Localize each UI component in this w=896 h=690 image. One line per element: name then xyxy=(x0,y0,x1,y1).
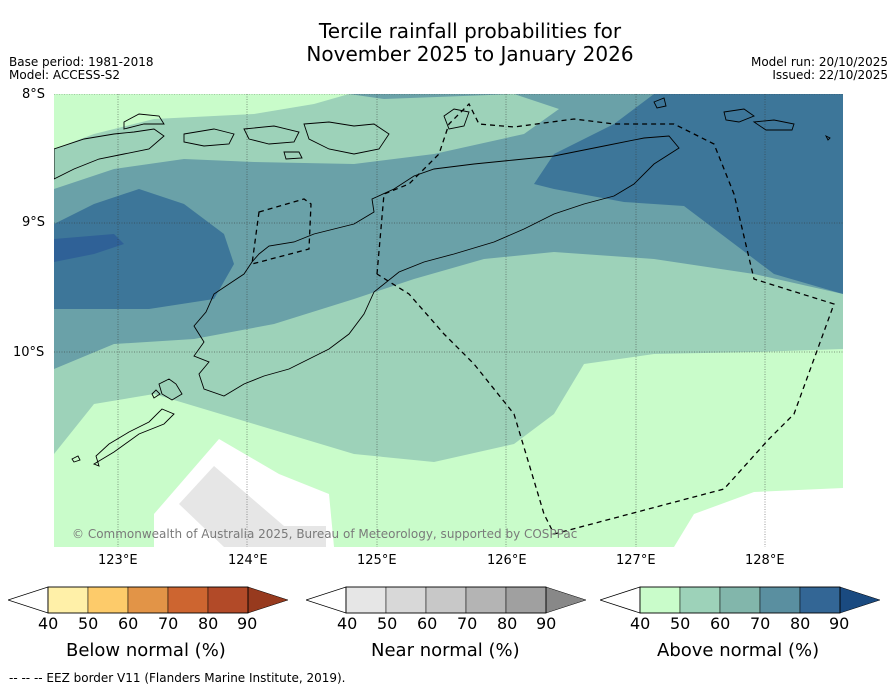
title-line-2: November 2025 to January 2026 xyxy=(306,42,634,66)
below-tick-70: 70 xyxy=(158,614,179,633)
alor-coastline xyxy=(183,128,235,147)
pantar-coastline xyxy=(243,125,300,145)
below-normal-swatch-80 xyxy=(207,586,249,614)
above-normal-swatch-40 xyxy=(639,586,681,614)
model-run: Model run: 20/10/2025 xyxy=(750,55,888,69)
above-normal-extend-low xyxy=(600,586,641,614)
lon-label-123e: 123°E xyxy=(98,553,138,568)
rainfall-probability-map xyxy=(54,94,843,547)
below-tick-90: 90 xyxy=(237,614,258,633)
above-tick-70: 70 xyxy=(750,614,771,633)
near-tick-90: 90 xyxy=(536,614,557,633)
near-normal-extend-high xyxy=(545,586,587,614)
near-tick-40: 40 xyxy=(337,614,358,633)
zone-80-east xyxy=(534,94,843,294)
romang-island xyxy=(443,108,470,130)
below-tick-40: 40 xyxy=(38,614,59,633)
atauro-island xyxy=(283,151,303,160)
below-tick-60: 60 xyxy=(118,614,139,633)
zone-60-north xyxy=(54,94,559,189)
flores-coastline xyxy=(54,128,165,180)
above-tick-90: 90 xyxy=(829,614,850,633)
timor-coastline xyxy=(193,135,680,397)
below-tick-80: 80 xyxy=(198,614,219,633)
below-normal-title: Below normal (%) xyxy=(66,640,226,661)
lakor-island xyxy=(824,134,831,141)
near-normal-40-area xyxy=(179,466,326,547)
issued-date: Issued: 22/10/2025 xyxy=(772,68,888,82)
lon-label-127e: 127°E xyxy=(616,553,656,568)
above-tick-60: 60 xyxy=(710,614,731,633)
above-tick-40: 40 xyxy=(630,614,651,633)
eez-legend-note: -- -- -- EEZ border V11 (Flanders Marine… xyxy=(9,671,346,685)
no-data-southeast xyxy=(674,488,843,547)
lon-label-124e: 124°E xyxy=(228,553,268,568)
below-normal-extend-high xyxy=(247,586,289,614)
lon-label-125e: 125°E xyxy=(357,553,397,568)
base-period: Base period: 1981-2018 xyxy=(9,55,154,69)
colorbar-below-normal xyxy=(8,586,289,614)
run-info: Model run: 20/10/2025 Issued: 22/10/2025 xyxy=(751,56,888,82)
near-normal-swatch-40 xyxy=(345,586,387,614)
above-normal-swatch-80 xyxy=(799,586,841,614)
rote-island xyxy=(158,378,183,401)
model-info: Base period: 1981-2018 Model: ACCESS-S2 xyxy=(9,56,154,82)
near-normal-swatch-50 xyxy=(385,586,427,614)
near-tick-60: 60 xyxy=(417,614,438,633)
near-normal-swatch-80 xyxy=(505,586,547,614)
near-normal-extend-low xyxy=(306,586,347,614)
zone-40-northwest xyxy=(54,94,349,149)
lembata-coastline xyxy=(123,113,165,130)
lat-label-9s: 9°S xyxy=(22,215,46,230)
graticule xyxy=(54,94,843,547)
near-tick-50: 50 xyxy=(377,614,398,633)
chart-title: Tercile rainfall probabilities for Novem… xyxy=(0,20,896,66)
near-normal-swatch-70 xyxy=(465,586,507,614)
below-normal-swatch-70 xyxy=(167,586,209,614)
above-normal-swatch-50 xyxy=(679,586,721,614)
near-normal-title: Near normal (%) xyxy=(371,640,520,661)
damar-island xyxy=(653,97,667,109)
colorbar-near-normal xyxy=(306,586,587,614)
below-normal-swatch-50 xyxy=(87,586,129,614)
above-normal-extend-high xyxy=(839,586,881,614)
below-tick-50: 50 xyxy=(78,614,99,633)
lon-label-126e: 126°E xyxy=(487,553,527,568)
lat-label-10s: 10°S xyxy=(13,345,45,360)
below-normal-extend-low xyxy=(8,586,49,614)
above-normal-swatch-60 xyxy=(719,586,761,614)
title-line-1: Tercile rainfall probabilities for xyxy=(318,19,622,43)
near-tick-80: 80 xyxy=(497,614,518,633)
below-normal-swatch-40 xyxy=(47,586,89,614)
lat-label-8s: 8°S xyxy=(22,87,46,102)
wetar-coastline xyxy=(303,121,390,155)
islet xyxy=(71,455,81,463)
above-tick-80: 80 xyxy=(790,614,811,633)
semau-coastline xyxy=(92,408,175,467)
lon-label-128e: 128°E xyxy=(745,553,785,568)
zone-80-west xyxy=(54,189,234,309)
colorbar-above-normal xyxy=(600,586,881,614)
zone-90-west xyxy=(54,234,124,262)
near-normal-swatch-60 xyxy=(425,586,467,614)
above-tick-50: 50 xyxy=(670,614,691,633)
coastlines xyxy=(54,97,831,467)
small-island xyxy=(151,389,161,399)
eez-border xyxy=(251,102,835,535)
copyright-notice: © Commonwealth of Australia 2025, Bureau… xyxy=(72,527,578,541)
above-normal-title: Above normal (%) xyxy=(657,640,820,661)
model-name: Model: ACCESS-S2 xyxy=(9,68,121,82)
near-tick-70: 70 xyxy=(457,614,478,633)
above-normal-swatch-70 xyxy=(759,586,801,614)
below-normal-swatch-60 xyxy=(127,586,169,614)
leti-island xyxy=(723,108,755,123)
moa-island xyxy=(752,119,795,131)
